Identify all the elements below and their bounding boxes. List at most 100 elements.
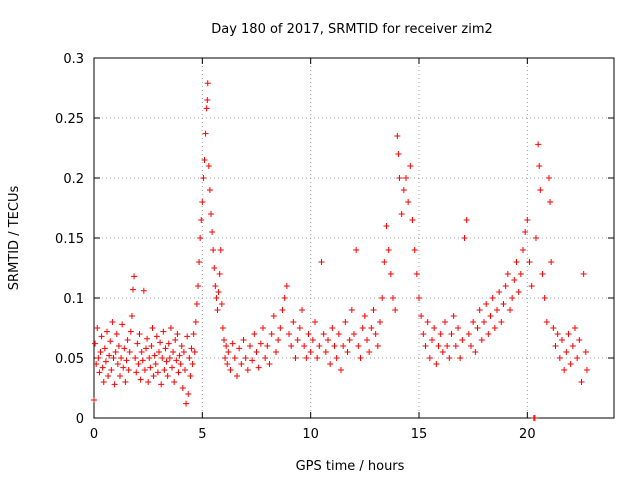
data-point <box>127 328 134 335</box>
data-point <box>270 313 277 319</box>
data-point <box>160 328 167 335</box>
data-point <box>320 331 327 337</box>
data-point <box>502 283 509 289</box>
data-point <box>478 337 485 343</box>
data-point <box>128 313 135 319</box>
data-point <box>379 295 386 301</box>
data-point <box>91 397 97 403</box>
data-point <box>92 340 99 347</box>
data-point <box>552 343 559 349</box>
y-axis-tick-labels: 0 0.05 0.1 0.15 0.2 0.25 0.3 <box>55 52 84 427</box>
data-point <box>196 259 203 265</box>
data-point <box>547 199 554 205</box>
data-point <box>346 337 353 343</box>
data-point <box>368 325 375 331</box>
data-point <box>97 349 104 355</box>
data-point <box>223 343 230 349</box>
data-point <box>340 343 347 349</box>
y-tick-label: 0.3 <box>63 52 84 67</box>
data-point <box>224 361 231 367</box>
data-point <box>504 271 511 277</box>
data-point <box>93 361 100 367</box>
data-point <box>189 361 196 367</box>
data-point <box>275 337 282 343</box>
data-point <box>205 163 212 169</box>
data-point <box>563 349 570 355</box>
data-point <box>359 325 366 331</box>
data-point <box>463 217 470 223</box>
data-point <box>117 373 123 379</box>
data-point <box>137 376 144 383</box>
data-point <box>535 141 542 148</box>
y-tick-label: 0.05 <box>55 352 84 367</box>
data-point <box>122 379 129 385</box>
data-point <box>191 349 198 355</box>
data-point <box>312 319 318 325</box>
data-point <box>283 283 290 289</box>
data-point <box>225 349 232 355</box>
data-point <box>172 337 179 343</box>
data-point <box>364 337 370 343</box>
data-point <box>139 357 146 364</box>
data-point <box>251 331 258 337</box>
data-point <box>333 355 340 361</box>
data-point <box>105 373 112 379</box>
data-point <box>559 337 565 343</box>
data-point <box>178 343 185 349</box>
x-tick-label: 10 <box>302 427 319 442</box>
data-point <box>400 187 407 193</box>
data-point <box>487 313 494 319</box>
data-point <box>398 211 405 217</box>
data-point <box>107 338 114 345</box>
data-point <box>132 355 139 361</box>
x-tick-label: 5 <box>198 427 206 442</box>
data-point <box>325 337 331 343</box>
data-point <box>409 217 416 223</box>
data-point <box>165 340 172 347</box>
data-point <box>357 355 364 361</box>
data-point <box>198 217 205 223</box>
data-point <box>439 349 446 355</box>
y-tick-label: 0.15 <box>55 232 84 247</box>
data-point <box>489 295 496 301</box>
data-point <box>394 133 401 139</box>
data-point <box>546 175 552 181</box>
data-point <box>431 325 438 331</box>
data-point <box>202 130 209 137</box>
data-point <box>517 271 524 277</box>
data-point <box>101 345 108 352</box>
x-tick-label: 20 <box>519 427 536 442</box>
data-point <box>111 381 118 388</box>
data-point <box>550 325 557 331</box>
data-point <box>121 345 128 352</box>
data-point <box>296 325 303 331</box>
data-point <box>511 277 518 283</box>
data-point <box>264 343 271 349</box>
data-point <box>299 307 305 313</box>
data-point <box>580 271 587 277</box>
data-point <box>574 355 581 361</box>
data-point <box>257 340 264 347</box>
data-point <box>442 319 448 325</box>
data-point <box>262 355 269 361</box>
data-point <box>236 345 243 352</box>
data-point <box>206 187 213 193</box>
x-tick-label: 0 <box>90 427 98 442</box>
data-point <box>309 337 316 343</box>
data-point <box>190 331 197 337</box>
data-point <box>416 295 422 301</box>
data-point <box>203 105 210 112</box>
data-point <box>112 349 119 355</box>
data-point <box>238 361 245 367</box>
data-point <box>407 163 414 169</box>
data-point <box>348 307 355 313</box>
data-point <box>94 325 101 331</box>
data-point <box>565 331 572 337</box>
data-point <box>539 271 546 277</box>
data-point <box>104 328 110 335</box>
data-point <box>353 247 360 253</box>
data-point <box>153 333 160 340</box>
data-point <box>114 361 121 367</box>
data-point <box>158 381 165 388</box>
data-point <box>316 343 323 349</box>
